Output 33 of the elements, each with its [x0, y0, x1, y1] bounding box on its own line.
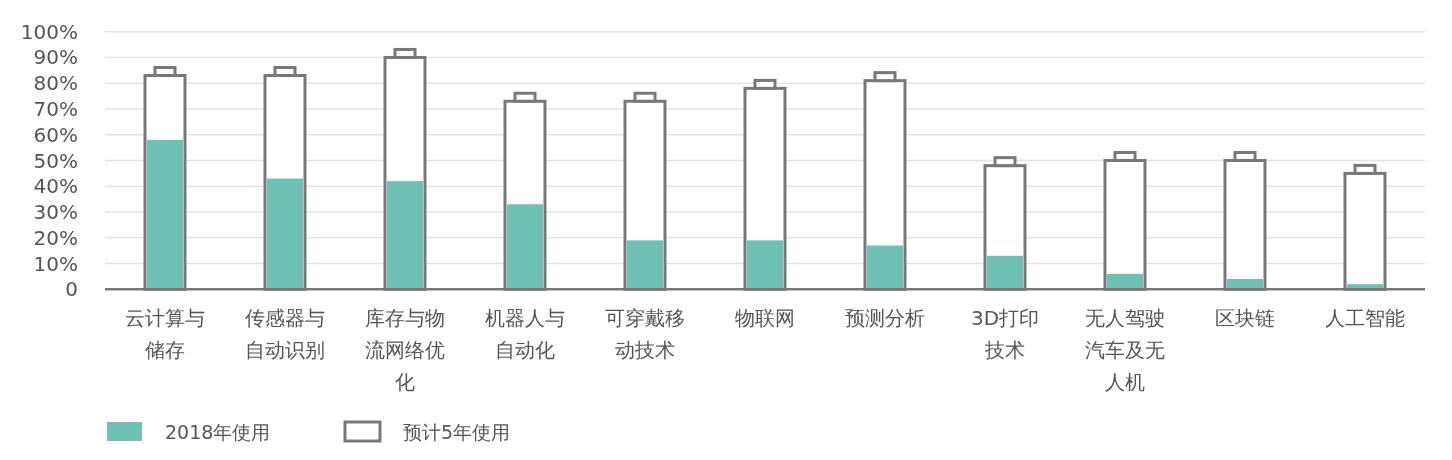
- bar: [267, 178, 303, 290]
- x-tick-label: 人工智能: [1325, 306, 1405, 330]
- y-tick-label: 10%: [33, 251, 78, 276]
- x-tick-label: 3D打印技术: [970, 306, 1040, 362]
- x-tick-label: 可穿戴移动技术: [605, 306, 685, 362]
- bar: [387, 181, 423, 290]
- bar: [507, 204, 543, 290]
- x-tick-label: 云计算与储存: [125, 306, 205, 362]
- bar: [1107, 273, 1143, 290]
- x-tick-label: 库存与物流网络优化: [365, 306, 445, 394]
- bar: [987, 255, 1023, 290]
- y-tick-label: 40%: [33, 174, 78, 199]
- y-tick-label: 90%: [33, 45, 78, 70]
- x-tick-label: 传感器与自动识别: [245, 306, 325, 362]
- x-tick-label: 无人驾驶汽车及无人机: [1085, 306, 1165, 394]
- y-tick-label: 20%: [33, 225, 78, 250]
- x-tick-label: 物联网: [735, 306, 795, 330]
- x-tick-label: 区块链: [1215, 306, 1275, 330]
- x-tick-label: 预测分析: [845, 306, 925, 330]
- y-tick-label: 70%: [33, 96, 78, 121]
- y-tick-label: 0: [65, 277, 78, 302]
- y-tick-label: 30%: [33, 200, 78, 225]
- bar: [747, 240, 783, 290]
- y-tick-label: 60%: [33, 122, 78, 147]
- bar: [147, 139, 183, 290]
- y-tick-label: 50%: [33, 148, 78, 173]
- y-tick-label: 80%: [33, 71, 78, 96]
- y-tick-label: 100%: [20, 19, 78, 44]
- bar: [627, 240, 663, 290]
- legend-label: 预计5年使用: [403, 421, 511, 443]
- legend-label: 2018年使用: [165, 421, 271, 443]
- x-tick-label: 机器人与自动化: [485, 306, 565, 362]
- bar: [867, 245, 903, 290]
